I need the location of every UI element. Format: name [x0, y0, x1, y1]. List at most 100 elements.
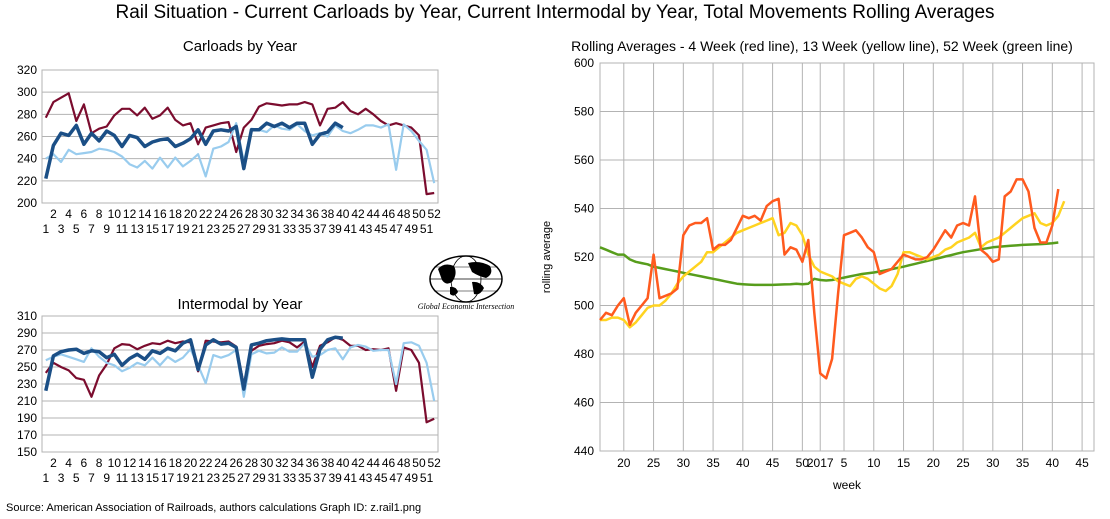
x-tick-label: 12	[123, 456, 137, 470]
x-tick-label: 46	[382, 207, 396, 221]
x-tick-label: 33	[283, 471, 297, 485]
x-tick-label: 10	[108, 456, 122, 470]
series-line-2017	[44, 121, 344, 179]
x-tick-label: 12	[123, 207, 137, 221]
x-tick-label: 7	[88, 222, 95, 236]
x-tick-label: 25	[222, 222, 236, 236]
intermodal-chart: Intermodal by Year1501701902102302502702…	[17, 296, 442, 485]
x-tick-label: 49	[405, 471, 419, 485]
x-tick-label: 31	[268, 222, 282, 236]
series-line-13-week	[600, 200, 1066, 329]
x-tick-label: 1	[42, 471, 49, 485]
x-tick-label: 10	[867, 456, 881, 470]
x-tick-label: 30	[260, 207, 274, 221]
x-tick-label: 52	[428, 456, 442, 470]
x-tick-label: 32	[275, 207, 289, 221]
y-tick-label: 460	[574, 396, 594, 410]
x-tick-label: 6	[81, 207, 88, 221]
x-tick-label: 26	[230, 207, 244, 221]
x-tick-label: 7	[88, 471, 95, 485]
x-tick-label: 36	[306, 207, 320, 221]
x-tick-label: 51	[420, 471, 434, 485]
x-tick-label: 17	[161, 471, 175, 485]
x-tick-label: 30	[986, 456, 1000, 470]
x-tick-label: 49	[405, 222, 419, 236]
x-tick-label: 11	[116, 222, 129, 236]
y-tick-label: 300	[17, 85, 37, 99]
x-tick-label: 6	[81, 456, 88, 470]
x-tick-label: 5	[73, 471, 80, 485]
x-tick-label: 51	[420, 222, 434, 236]
x-tick-label: 9	[103, 222, 110, 236]
x-tick-label: 26	[230, 456, 244, 470]
x-tick-label: 41	[344, 471, 358, 485]
y-tick-label: 600	[574, 56, 594, 70]
x-tick-label: 45	[1075, 456, 1089, 470]
x-tick-label: 40	[336, 456, 350, 470]
x-tick-label: 35	[298, 222, 312, 236]
x-tick-label: 10	[108, 207, 122, 221]
x-tick-label: 16	[153, 207, 167, 221]
x-tick-label: 44	[367, 207, 381, 221]
x-tick-label: 28	[245, 207, 259, 221]
x-tick-label: 34	[290, 456, 304, 470]
x-tick-label: 40	[736, 456, 750, 470]
x-tick-label: 38	[321, 207, 335, 221]
x-tick-label: 23	[207, 471, 221, 485]
x-tick-label: 35	[706, 456, 720, 470]
x-tick-label: 39	[329, 222, 343, 236]
x-tick-label: 29	[252, 222, 266, 236]
x-tick-label: 11	[116, 471, 129, 485]
plot-frame	[41, 315, 439, 453]
x-tick-label: 35	[298, 471, 312, 485]
x-tick-label: 29	[252, 471, 266, 485]
x-tick-label: 48	[397, 456, 411, 470]
y-tick-label: 230	[17, 377, 37, 391]
x-tick-label: 24	[214, 456, 228, 470]
x-tick-label: 18	[169, 207, 183, 221]
x-tick-label: 27	[237, 222, 251, 236]
x-tick-label: 8	[96, 207, 103, 221]
x-tick-label: 45	[374, 222, 388, 236]
x-tick-label: 2017	[807, 456, 834, 470]
x-tick-label: 17	[161, 222, 175, 236]
y-tick-label: 500	[574, 299, 594, 313]
y-tick-label: 480	[574, 347, 594, 361]
y-tick-label: 540	[574, 202, 594, 216]
y-tick-label: 580	[574, 105, 594, 119]
x-tick-label: 21	[191, 471, 205, 485]
y-tick-label: 290	[17, 326, 37, 340]
plot-frame	[599, 62, 1095, 452]
y-tick-label: 200	[17, 196, 37, 210]
x-tick-label: 45	[374, 471, 388, 485]
x-tick-label: 45	[766, 456, 780, 470]
global-economic-intersection-logo: Global Economic Intersection	[410, 254, 522, 316]
x-tick-label: 25	[647, 456, 661, 470]
rolling-averages-chart: Rolling Averages - 4 Week (red line), 13…	[541, 38, 1095, 492]
x-tick-label: 9	[103, 471, 110, 485]
x-tick-label: 31	[268, 471, 282, 485]
x-tick-label: 22	[199, 456, 213, 470]
x-axis-label: week	[832, 478, 862, 492]
globe-icon	[429, 255, 503, 303]
x-tick-label: 14	[138, 207, 152, 221]
y-tick-label: 270	[17, 343, 37, 357]
x-tick-label: 44	[367, 456, 381, 470]
x-tick-label: 19	[176, 471, 190, 485]
x-tick-label: 27	[237, 471, 251, 485]
x-tick-label: 18	[169, 456, 183, 470]
y-axis-label: rolling average	[541, 221, 553, 293]
y-tick-label: 190	[17, 411, 37, 425]
main-title: Rail Situation - Current Carloads by Yea…	[115, 2, 995, 23]
y-tick-label: 280	[17, 107, 37, 121]
chart-title: Carloads by Year	[183, 38, 297, 55]
x-tick-label: 52	[428, 207, 442, 221]
x-tick-label: 37	[313, 222, 327, 236]
x-tick-label: 34	[290, 207, 304, 221]
x-tick-label: 2	[50, 207, 57, 221]
x-tick-label: 47	[389, 471, 403, 485]
logo-text: Global Economic Intersection	[417, 302, 515, 311]
x-tick-label: 32	[275, 456, 289, 470]
x-tick-label: 30	[260, 456, 274, 470]
